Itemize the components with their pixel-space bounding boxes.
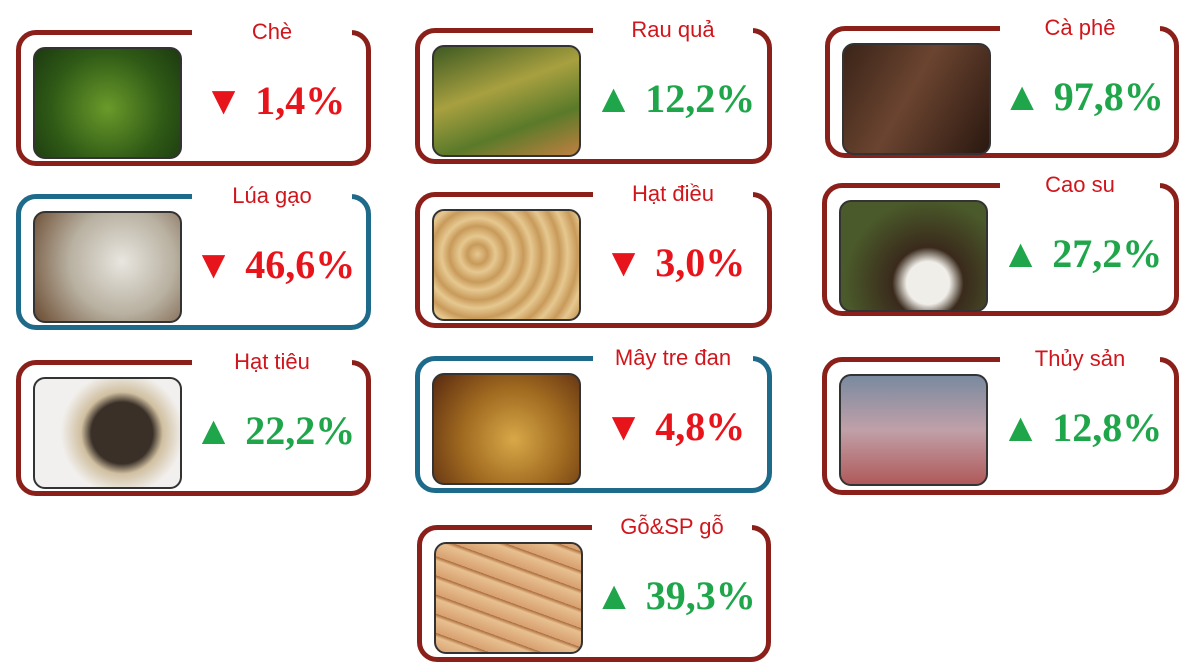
change-percent: 97,8% [1054, 74, 1164, 119]
change-value: ▼1,4% [189, 77, 360, 124]
product-label: Rau quả [593, 13, 753, 49]
change-percent: 12,2% [645, 76, 755, 121]
change-percent: 3,0% [655, 240, 745, 285]
product-card: Chè▼1,4% [16, 30, 371, 166]
trend-arrow: ▲ [594, 76, 634, 121]
trend-arrow: ▼ [194, 242, 234, 287]
product-label: Cao su [1000, 168, 1160, 204]
product-image [432, 209, 581, 321]
trend-arrow: ▼ [204, 78, 244, 123]
change-value: ▲22,2% [189, 407, 360, 454]
change-value: ▲ 39,3% [590, 572, 760, 619]
product-image [33, 211, 182, 323]
product-card: Gỗ&SP gỗ▲39,3% [417, 525, 771, 662]
product-card: Hạt điều▼3,0% [415, 192, 772, 328]
product-label: Cà phê [1000, 11, 1160, 47]
change-value: ▲27,2% [995, 230, 1168, 277]
change-value: ▼46,6% [189, 241, 360, 288]
product-card: Thủy sản▲12,8% [822, 357, 1179, 495]
change-percent: 12,8% [1052, 405, 1162, 450]
product-image [33, 377, 182, 489]
trend-arrow: ▼ [604, 404, 644, 449]
change-percent: 46,6% [245, 242, 355, 287]
change-value: ▼3,0% [588, 239, 761, 286]
change-value: ▼4,8% [588, 403, 761, 450]
product-label: Lúa gạo [192, 179, 352, 215]
trend-arrow: ▲ [194, 408, 234, 453]
product-image [839, 200, 988, 312]
product-card: Cà phê▲97,8% [825, 26, 1179, 158]
product-card: Rau quả▲12,2% [415, 28, 772, 164]
change-value: ▲12,2% [588, 75, 761, 122]
trend-arrow: ▲ [594, 573, 634, 618]
product-image [842, 43, 991, 155]
change-percent: 1,4% [255, 78, 345, 123]
product-label: Gỗ&SP gỗ [592, 510, 752, 546]
product-card: Lúa gạo▼46,6% [16, 194, 371, 330]
product-image [33, 47, 182, 159]
change-value: ▲ 97,8% [998, 73, 1168, 120]
trend-arrow: ▲ [1002, 74, 1042, 119]
product-image [432, 373, 581, 485]
product-image [839, 374, 988, 486]
trend-arrow: ▲ [1001, 231, 1041, 276]
trend-arrow: ▼ [604, 240, 644, 285]
product-label: Mây tre đan [593, 341, 753, 377]
change-percent: 4,8% [655, 404, 745, 449]
infographic: Chè▼1,4%Rau quả▲12,2%Cà phê▲97,8%Lúa gạo… [0, 0, 1188, 666]
product-label: Hạt điều [593, 177, 753, 213]
product-card: Hạt tiêu▲22,2% [16, 360, 371, 496]
product-label: Chè [192, 15, 352, 51]
change-percent: 27,2% [1052, 231, 1162, 276]
product-label: Hạt tiêu [192, 345, 352, 381]
change-value: ▲12,8% [995, 404, 1168, 451]
trend-arrow: ▲ [1001, 405, 1041, 450]
product-card: Mây tre đan▼4,8% [415, 356, 772, 493]
product-image [434, 542, 583, 654]
product-label: Thủy sản [1000, 342, 1160, 378]
change-percent: 22,2% [245, 408, 355, 453]
product-image [432, 45, 581, 157]
change-percent: 39,3% [646, 573, 756, 618]
product-card: Cao su▲27,2% [822, 183, 1179, 316]
